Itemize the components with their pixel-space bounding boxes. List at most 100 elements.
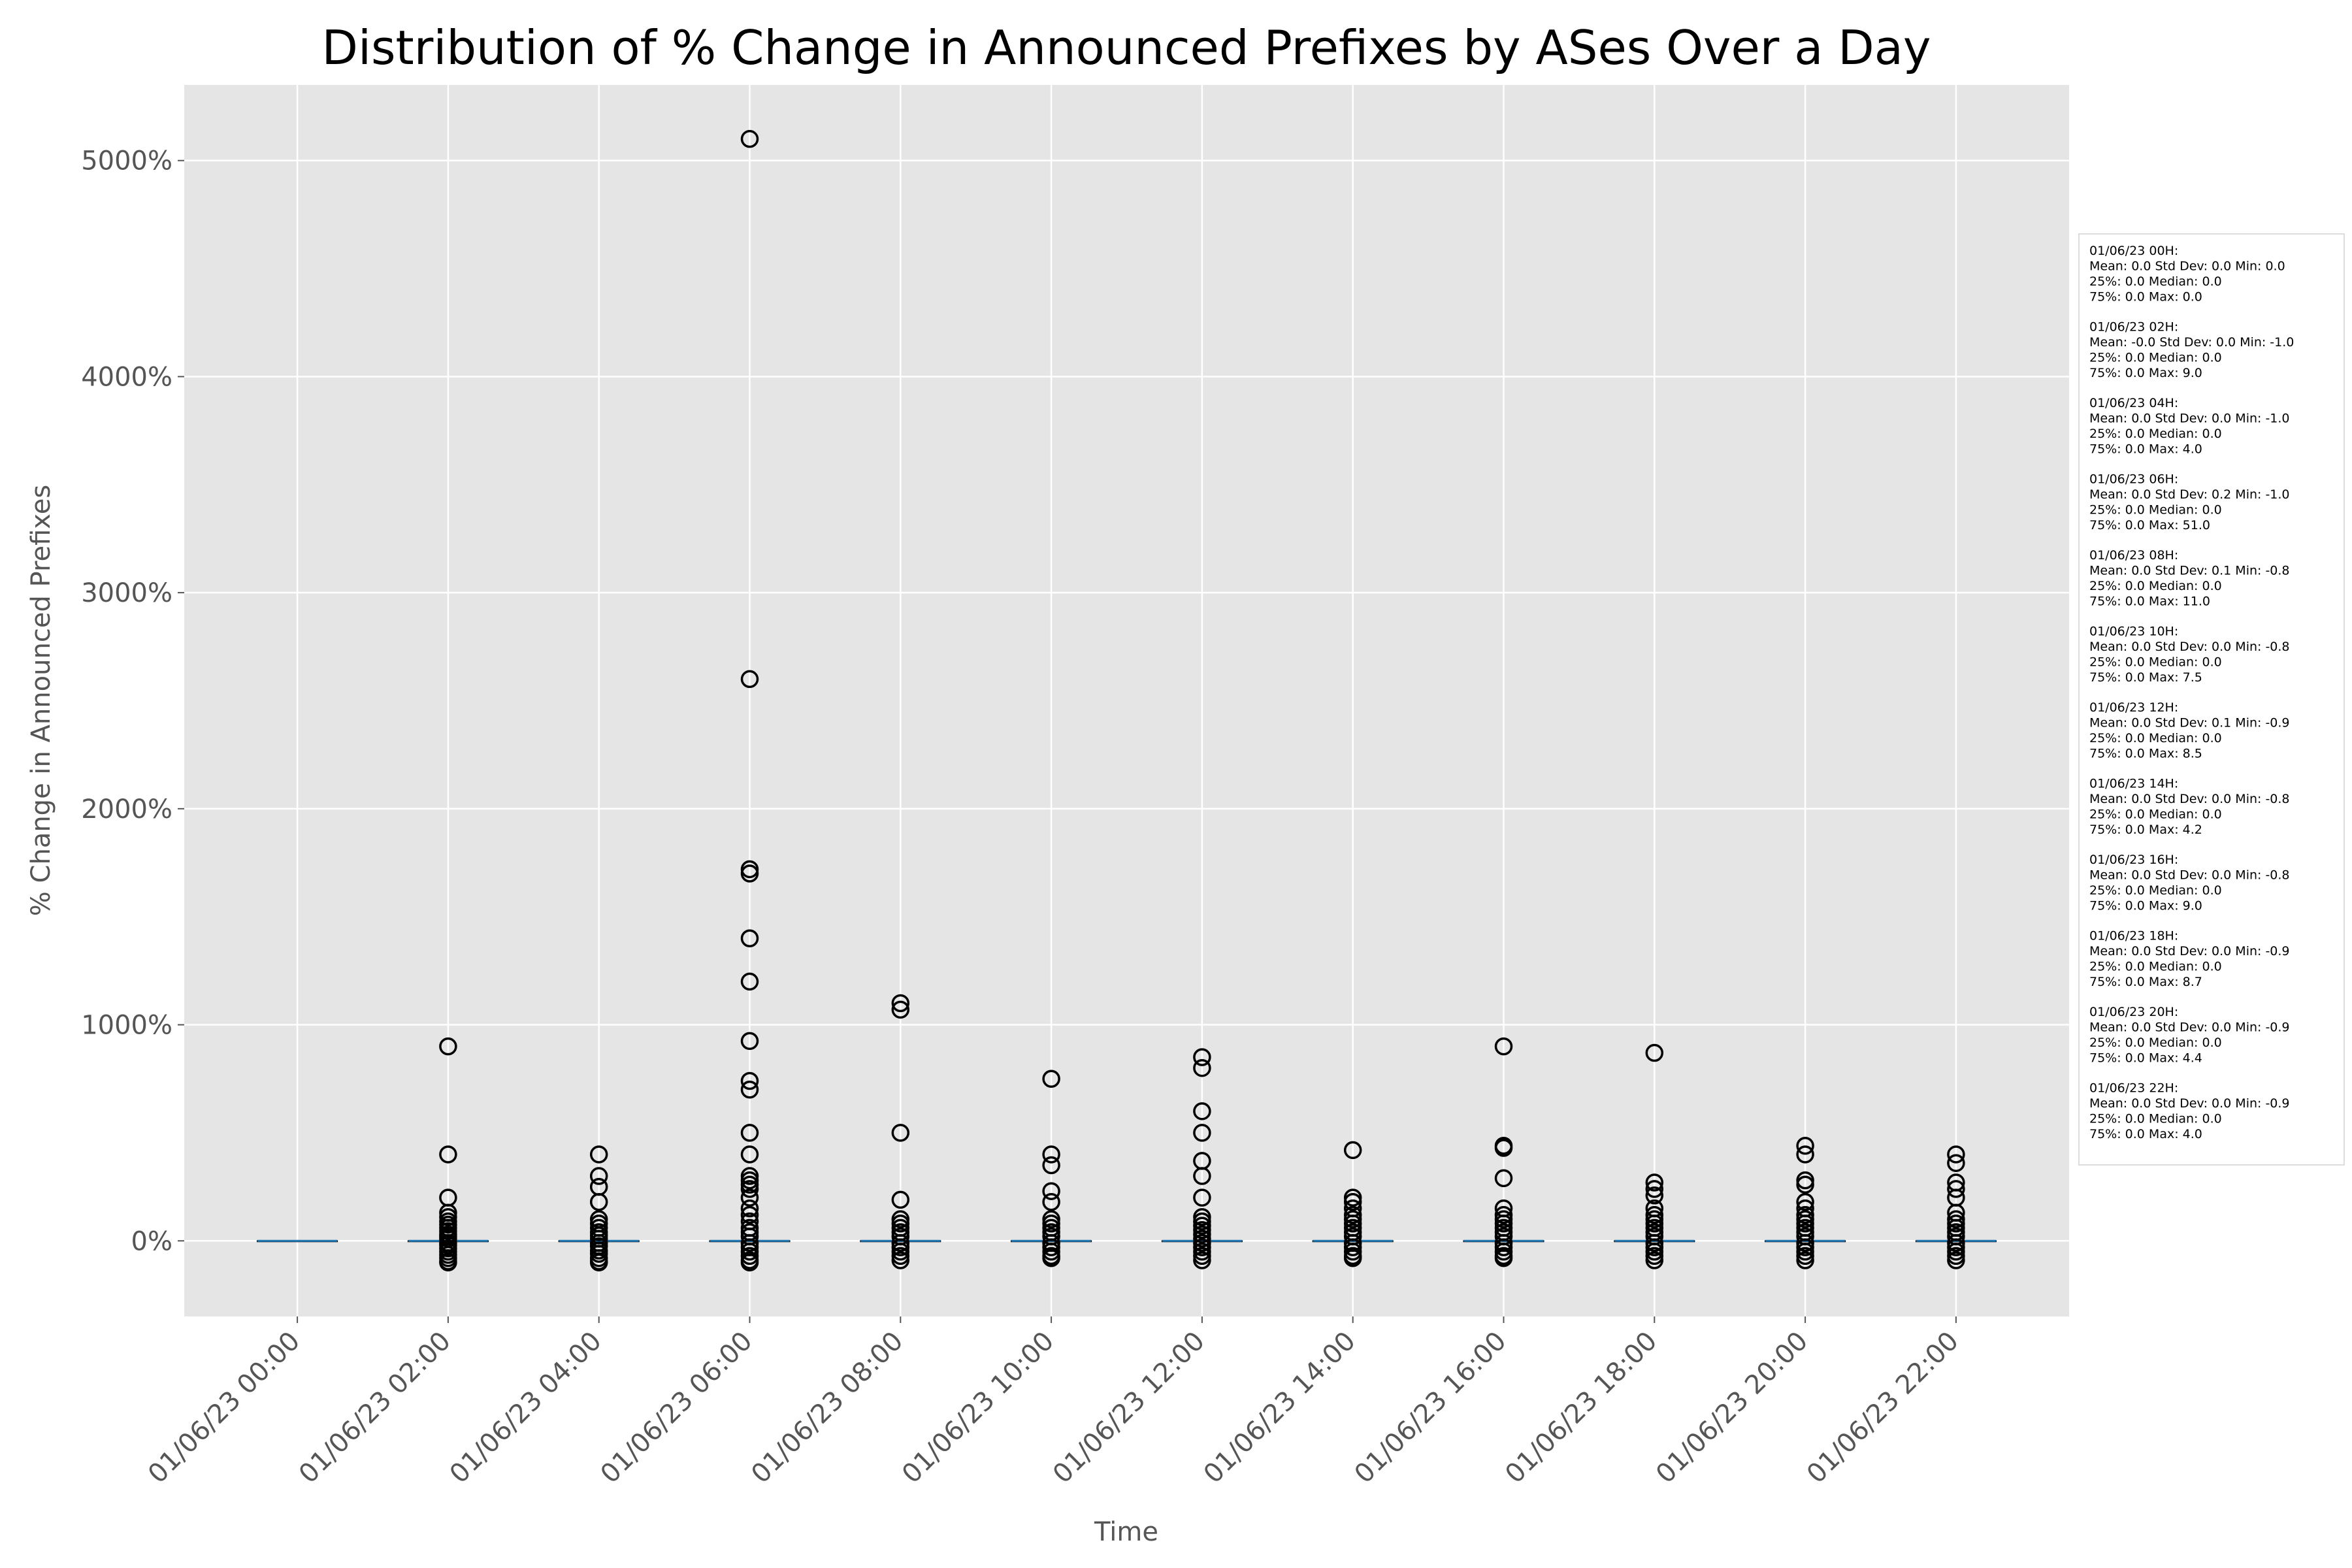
outlier-point (1042, 1145, 1060, 1164)
outlier-point (1645, 1251, 1664, 1269)
stats-line: Mean: 0.0 Std Dev: 0.0 Min: 0.0 (2089, 259, 2285, 274)
stats-line: 75%: 0.0 Max: 9.0 (2089, 899, 2202, 913)
outlier-point (1193, 1048, 1211, 1066)
stats-line: Mean: 0.0 Std Dev: 0.1 Min: -0.9 (2089, 716, 2290, 730)
stats-line: 01/06/23 04H: (2089, 396, 2178, 410)
stats-line: 75%: 0.0 Max: 4.0 (2089, 1127, 2202, 1141)
stats-line: Mean: 0.0 Std Dev: 0.0 Min: -0.9 (2089, 944, 2290, 958)
outlier-point (1343, 1249, 1362, 1267)
stats-line: Mean: 0.0 Std Dev: 0.2 Min: -1.0 (2089, 487, 2290, 502)
stats-summary-text: 01/06/23 00H: Mean: 0.0 Std Dev: 0.0 Min… (2089, 244, 2294, 1141)
outlier-point (1796, 1175, 1814, 1194)
outlier-point (589, 1253, 608, 1272)
x-tick-label: 01/06/23 08:00 (745, 1326, 909, 1490)
x-tick-label: 01/06/23 12:00 (1047, 1326, 1211, 1490)
outlier-point (1494, 1169, 1513, 1188)
outlier-point (1042, 1192, 1060, 1211)
outlier-point (891, 1251, 910, 1269)
outlier-point (891, 994, 910, 1013)
outlier-point (1796, 1145, 1814, 1164)
outlier-point (1343, 1141, 1362, 1160)
outlier-point (1947, 1145, 1965, 1164)
x-axis-label: Time (1094, 1517, 1158, 1547)
stats-line: Mean: 0.0 Std Dev: 0.0 Min: -0.8 (2089, 868, 2290, 883)
stats-line: Mean: -0.0 Std Dev: 0.0 Min: -1.0 (2089, 335, 2294, 350)
outlier-point (740, 1145, 759, 1164)
x-tick-label: 01/06/23 22:00 (1801, 1326, 1965, 1490)
stats-summary-box: 01/06/23 00H: Mean: 0.0 Std Dev: 0.0 Min… (2078, 233, 2345, 1166)
outlier-point (1494, 1249, 1513, 1267)
stats-line: 75%: 0.0 Max: 7.5 (2089, 670, 2202, 685)
x-tick-label: 01/06/23 16:00 (1349, 1326, 1512, 1490)
stats-line: 25%: 0.0 Median: 0.0 (2089, 1112, 2222, 1126)
outlier-point (589, 1167, 608, 1185)
outlier-point (1042, 1249, 1060, 1267)
stats-line: 75%: 0.0 Max: 9.0 (2089, 366, 2202, 380)
outlier-point (1796, 1136, 1814, 1155)
boxes (257, 129, 1997, 1272)
stats-line: 01/06/23 08H: (2089, 548, 2178, 563)
stats-line: 25%: 0.0 Median: 0.0 (2089, 808, 2222, 822)
outlier-point (1645, 1043, 1664, 1062)
x-tick-label: 01/06/23 04:00 (444, 1326, 608, 1490)
outlier-point (1947, 1180, 1965, 1198)
outlier-point (1193, 1167, 1211, 1185)
outlier-point (740, 1205, 759, 1224)
x-tick-label: 01/06/23 00:00 (142, 1326, 306, 1490)
outlier-point (589, 1145, 608, 1164)
outlier-point (1042, 1182, 1060, 1200)
stats-line: 25%: 0.0 Median: 0.0 (2089, 883, 2222, 898)
stats-line: 01/06/23 06H: (2089, 472, 2178, 487)
outlier-point (740, 1124, 759, 1142)
outlier-point (1494, 1037, 1513, 1056)
stats-line: Mean: 0.0 Std Dev: 0.1 Min: -0.8 (2089, 564, 2290, 578)
outlier-point (1193, 1102, 1211, 1120)
x-tick-label: 01/06/23 06:00 (595, 1326, 759, 1490)
outlier-point (891, 1000, 910, 1019)
outlier-point (891, 1190, 910, 1209)
stats-line: Mean: 0.0 Std Dev: 0.0 Min: -1.0 (2089, 412, 2290, 426)
stats-line: 75%: 0.0 Max: 51.0 (2089, 518, 2210, 532)
outlier-point (1796, 1192, 1814, 1211)
stats-line: 25%: 0.0 Median: 0.0 (2089, 427, 2222, 441)
outlier-point (1645, 1186, 1664, 1205)
stats-line: 25%: 0.0 Median: 0.0 (2089, 579, 2222, 593)
chart-title: Distribution of % Change in Announced Pr… (322, 20, 1931, 75)
outlier-point (1494, 1139, 1513, 1157)
y-tick-label: 1000% (81, 1011, 172, 1041)
outlier-point (740, 1188, 759, 1207)
stats-line: 75%: 0.0 Max: 4.2 (2089, 823, 2202, 837)
y-axis-label: % Change in Announced Prefixes (26, 485, 56, 916)
x-tick-label: 01/06/23 02:00 (293, 1326, 457, 1490)
x-tick-label: 01/06/23 18:00 (1499, 1326, 1663, 1490)
outlier-point (740, 864, 759, 883)
stats-line: 01/06/23 00H: (2089, 244, 2178, 258)
stats-line: 01/06/23 16H: (2089, 853, 2178, 867)
stats-line: 25%: 0.0 Median: 0.0 (2089, 274, 2222, 289)
stats-line: 75%: 0.0 Max: 4.4 (2089, 1051, 2202, 1066)
y-tick-label: 3000% (81, 578, 172, 608)
stats-line: 01/06/23 02H: (2089, 320, 2178, 335)
stats-line: Mean: 0.0 Std Dev: 0.0 Min: -0.8 (2089, 792, 2290, 806)
stats-line: Mean: 0.0 Std Dev: 0.0 Min: -0.9 (2089, 1096, 2290, 1111)
stats-line: Mean: 0.0 Std Dev: 0.0 Min: -0.8 (2089, 640, 2290, 654)
outlier-point (1947, 1251, 1965, 1269)
stats-line: 25%: 0.0 Median: 0.0 (2089, 503, 2222, 517)
outlier-point (740, 1081, 759, 1099)
stats-line: 25%: 0.0 Median: 0.0 (2089, 351, 2222, 365)
x-tick-label: 01/06/23 20:00 (1650, 1326, 1814, 1490)
outlier-point (740, 1253, 759, 1272)
outlier-point (1042, 1156, 1060, 1175)
stats-line: 01/06/23 10H: (2089, 625, 2178, 639)
outlier-point (1042, 1070, 1060, 1088)
outlier-point (740, 972, 759, 991)
stats-line: 75%: 0.0 Max: 0.0 (2089, 290, 2202, 304)
stats-line: 25%: 0.0 Median: 0.0 (2089, 731, 2222, 745)
outlier-point (891, 1124, 910, 1142)
outlier-point (740, 1180, 759, 1198)
stats-line: 01/06/23 22H: (2089, 1081, 2178, 1096)
stats-line: 75%: 0.0 Max: 8.5 (2089, 747, 2202, 761)
stats-line: 75%: 0.0 Max: 4.0 (2089, 442, 2202, 457)
